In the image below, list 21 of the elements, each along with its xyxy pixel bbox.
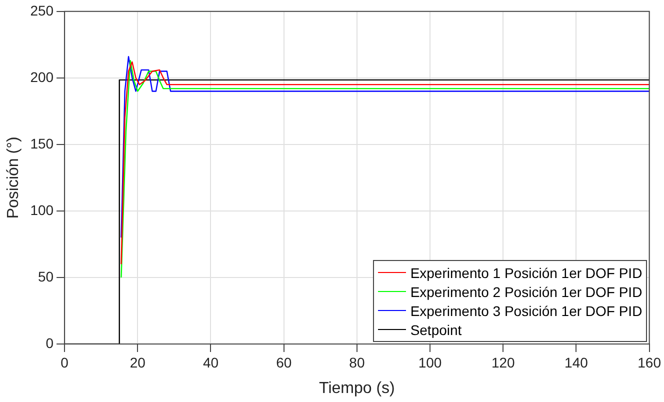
y-tick-label: 200	[30, 68, 54, 85]
x-tick-label: 80	[349, 354, 365, 370]
x-tick-label: 40	[202, 354, 219, 370]
y-tick-label: 250	[30, 2, 54, 18]
legend-label: Setpoint	[410, 322, 462, 338]
y-tick-label: 150	[30, 135, 54, 152]
x-tick-label: 60	[276, 354, 292, 370]
y-tick-label: 100	[30, 202, 54, 218]
y-tick-label: 0	[46, 334, 54, 351]
x-tick-label: 140	[564, 354, 588, 370]
legend-label: Experimento 2 Posición 1er DOF PID	[410, 284, 642, 300]
x-tick-label: 20	[130, 354, 146, 370]
x-tick-label: 120	[491, 354, 516, 370]
x-tick-label: 160	[638, 354, 662, 370]
legend-label: Experimento 3 Posición 1er DOF PID	[410, 302, 642, 318]
y-tick-label: 50	[38, 268, 54, 284]
x-tick-label: 100	[418, 354, 442, 370]
y-axis-title: Posición (°)	[5, 136, 22, 219]
x-axis-title: Tiempo (s)	[319, 380, 395, 397]
legend-label: Experimento 1 Posición 1er DOF PID	[410, 264, 642, 280]
x-tick-label: 0	[60, 354, 69, 370]
